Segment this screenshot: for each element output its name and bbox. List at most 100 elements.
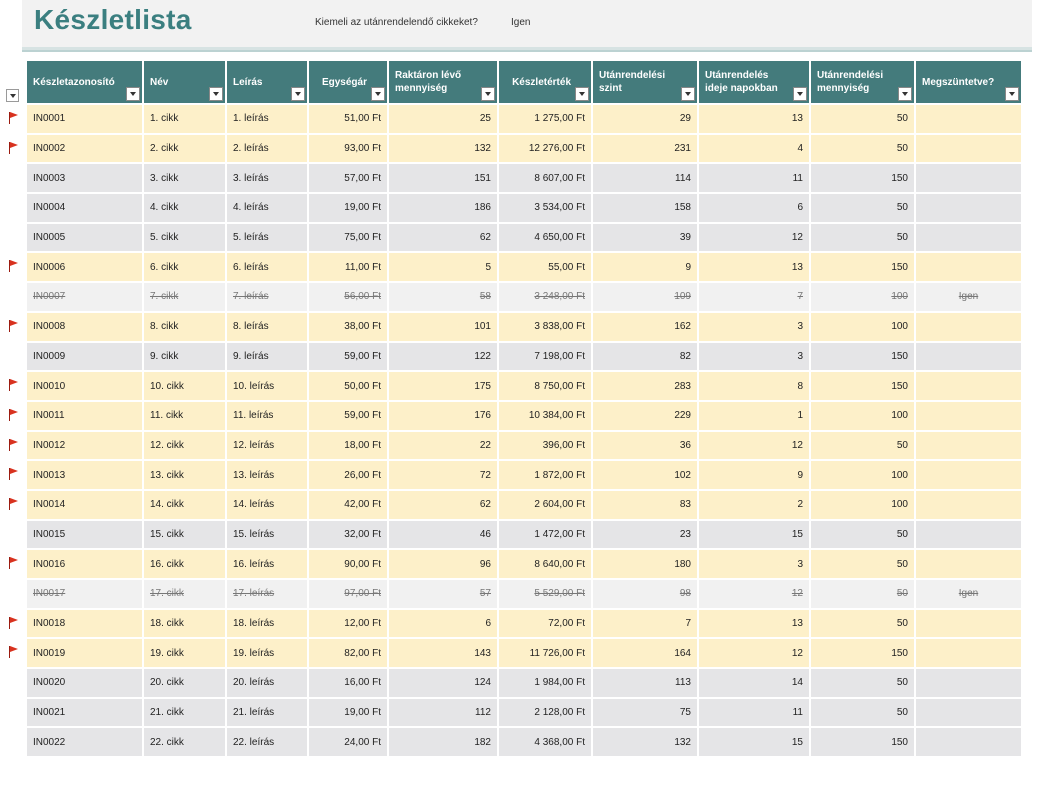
cell-reorder-quantity[interactable]: 50 xyxy=(811,431,914,462)
cell-reorder-days[interactable]: 13 xyxy=(699,609,809,640)
cell-inventory-value[interactable]: 8 607,00 Ft xyxy=(499,164,591,195)
table-row[interactable]: IN0020 20. cikk 20. leírás 16,00 Ft 124 1 984… xyxy=(27,669,1021,699)
cell-description[interactable]: 18. leírás xyxy=(227,609,307,640)
cell-name[interactable]: 16. cikk xyxy=(144,550,225,580)
cell-inventory-value[interactable]: 1 872,00 Ft xyxy=(499,461,591,491)
cell-unit-price[interactable]: 97,00 Ft xyxy=(309,580,387,610)
cell-reorder-level[interactable]: 102 xyxy=(593,461,697,491)
cell-name[interactable]: 12. cikk xyxy=(144,431,225,462)
table-row[interactable]: IN0011 11. cikk 11. leírás 59,00 Ft 176 10 38… xyxy=(27,401,1021,432)
cell-description[interactable]: 22. leírás xyxy=(227,728,307,759)
cell-reorder-level[interactable]: 75 xyxy=(593,698,697,729)
cell-name[interactable]: 6. cikk xyxy=(144,253,225,284)
cell-reorder-days[interactable]: 6 xyxy=(699,194,809,224)
cell-unit-price[interactable]: 26,00 Ft xyxy=(309,461,387,491)
cell-inventory-value[interactable]: 3 534,00 Ft xyxy=(499,194,591,224)
cell-reorder-level[interactable]: 82 xyxy=(593,342,697,373)
cell-quantity[interactable]: 112 xyxy=(389,698,497,729)
cell-reorder-quantity[interactable]: 150 xyxy=(811,728,914,759)
cell-inventory-value[interactable]: 4 368,00 Ft xyxy=(499,728,591,759)
table-row[interactable]: IN0003 3. cikk 3. leírás 57,00 Ft 151 8 607,0… xyxy=(27,164,1021,195)
cell-reorder-days[interactable]: 4 xyxy=(699,134,809,165)
cell-reorder-days[interactable]: 15 xyxy=(699,728,809,759)
cell-inventory-value[interactable]: 72,00 Ft xyxy=(499,609,591,640)
cell-description[interactable]: 19. leírás xyxy=(227,639,307,670)
cell-reorder-days[interactable]: 12 xyxy=(699,580,809,610)
cell-description[interactable]: 2. leírás xyxy=(227,134,307,165)
cell-id[interactable]: IN0019 xyxy=(27,639,142,670)
cell-inventory-value[interactable]: 2 128,00 Ft xyxy=(499,698,591,729)
cell-inventory-value[interactable]: 2 604,00 Ft xyxy=(499,490,591,521)
cell-reorder-quantity[interactable]: 150 xyxy=(811,372,914,402)
cell-description[interactable]: 17. leírás xyxy=(227,580,307,610)
cell-discontinued[interactable] xyxy=(916,134,1021,165)
table-row[interactable]: IN0015 15. cikk 15. leírás 32,00 Ft 46 1 472,… xyxy=(27,520,1021,551)
cell-quantity[interactable]: 122 xyxy=(389,342,497,373)
cell-id[interactable]: IN0003 xyxy=(27,164,142,195)
cell-id[interactable]: IN0009 xyxy=(27,342,142,373)
cell-id[interactable]: IN0015 xyxy=(27,520,142,551)
cell-inventory-value[interactable]: 11 726,00 Ft xyxy=(499,639,591,670)
cell-inventory-value[interactable]: 55,00 Ft xyxy=(499,253,591,284)
table-row[interactable]: IN0019 19. cikk 19. leírás 82,00 Ft 143 11 72… xyxy=(27,639,1021,670)
cell-discontinued[interactable] xyxy=(916,639,1021,670)
cell-inventory-value[interactable]: 396,00 Ft xyxy=(499,431,591,462)
cell-unit-price[interactable]: 57,00 Ft xyxy=(309,164,387,195)
cell-name[interactable]: 14. cikk xyxy=(144,490,225,521)
table-row[interactable]: IN0008 8. cikk 8. leírás 38,00 Ft 101 3 838,0… xyxy=(27,312,1021,343)
cell-reorder-level[interactable]: 29 xyxy=(593,105,697,135)
flag-column-filter-button[interactable] xyxy=(6,89,19,102)
cell-reorder-quantity[interactable]: 50 xyxy=(811,550,914,580)
cell-reorder-level[interactable]: 83 xyxy=(593,490,697,521)
cell-inventory-value[interactable]: 8 640,00 Ft xyxy=(499,550,591,580)
cell-reorder-level[interactable]: 36 xyxy=(593,431,697,462)
filter-dropdown-button[interactable] xyxy=(126,87,140,101)
filter-dropdown-button[interactable] xyxy=(291,87,305,101)
cell-quantity[interactable]: 132 xyxy=(389,134,497,165)
highlight-reorder-value[interactable]: Igen xyxy=(511,17,531,28)
cell-quantity[interactable]: 143 xyxy=(389,639,497,670)
cell-id[interactable]: IN0010 xyxy=(27,372,142,402)
cell-discontinued[interactable] xyxy=(916,223,1021,254)
cell-reorder-quantity[interactable]: 50 xyxy=(811,609,914,640)
table-row[interactable]: IN0016 16. cikk 16. leírás 90,00 Ft 96 8 640,… xyxy=(27,550,1021,580)
cell-name[interactable]: 1. cikk xyxy=(144,105,225,135)
table-row[interactable]: IN0007 7. cikk 7. leírás 56,00 Ft 58 3 248,00… xyxy=(27,283,1021,313)
cell-description[interactable]: 4. leírás xyxy=(227,194,307,224)
cell-quantity[interactable]: 72 xyxy=(389,461,497,491)
cell-quantity[interactable]: 101 xyxy=(389,312,497,343)
cell-reorder-level[interactable]: 132 xyxy=(593,728,697,759)
cell-reorder-level[interactable]: 164 xyxy=(593,639,697,670)
cell-inventory-value[interactable]: 12 276,00 Ft xyxy=(499,134,591,165)
cell-discontinued[interactable] xyxy=(916,194,1021,224)
cell-discontinued[interactable] xyxy=(916,609,1021,640)
cell-discontinued[interactable] xyxy=(916,372,1021,402)
table-row[interactable]: IN0001 1. cikk 1. leírás 51,00 Ft 25 1 275,00… xyxy=(27,105,1021,135)
cell-reorder-level[interactable]: 180 xyxy=(593,550,697,580)
cell-quantity[interactable]: 58 xyxy=(389,283,497,313)
cell-reorder-quantity[interactable]: 150 xyxy=(811,253,914,284)
cell-reorder-level[interactable]: 283 xyxy=(593,372,697,402)
cell-quantity[interactable]: 186 xyxy=(389,194,497,224)
cell-discontinued[interactable] xyxy=(916,461,1021,491)
cell-reorder-days[interactable]: 11 xyxy=(699,698,809,729)
cell-unit-price[interactable]: 59,00 Ft xyxy=(309,342,387,373)
table-row[interactable]: IN0022 22. cikk 22. leírás 24,00 Ft 182 4 368… xyxy=(27,728,1021,759)
cell-description[interactable]: 6. leírás xyxy=(227,253,307,284)
filter-dropdown-button[interactable] xyxy=(209,87,223,101)
cell-name[interactable]: 11. cikk xyxy=(144,401,225,432)
table-row[interactable]: IN0004 4. cikk 4. leírás 19,00 Ft 186 3 534,0… xyxy=(27,194,1021,224)
cell-description[interactable]: 11. leírás xyxy=(227,401,307,432)
cell-reorder-level[interactable]: 9 xyxy=(593,253,697,284)
cell-inventory-value[interactable]: 1 984,00 Ft xyxy=(499,669,591,699)
cell-quantity[interactable]: 46 xyxy=(389,520,497,551)
cell-name[interactable]: 4. cikk xyxy=(144,194,225,224)
cell-quantity[interactable]: 5 xyxy=(389,253,497,284)
cell-description[interactable]: 14. leírás xyxy=(227,490,307,521)
cell-inventory-value[interactable]: 8 750,00 Ft xyxy=(499,372,591,402)
cell-reorder-quantity[interactable]: 100 xyxy=(811,401,914,432)
cell-discontinued[interactable] xyxy=(916,669,1021,699)
cell-reorder-quantity[interactable]: 50 xyxy=(811,698,914,729)
cell-name[interactable]: 5. cikk xyxy=(144,223,225,254)
cell-description[interactable]: 15. leírás xyxy=(227,520,307,551)
